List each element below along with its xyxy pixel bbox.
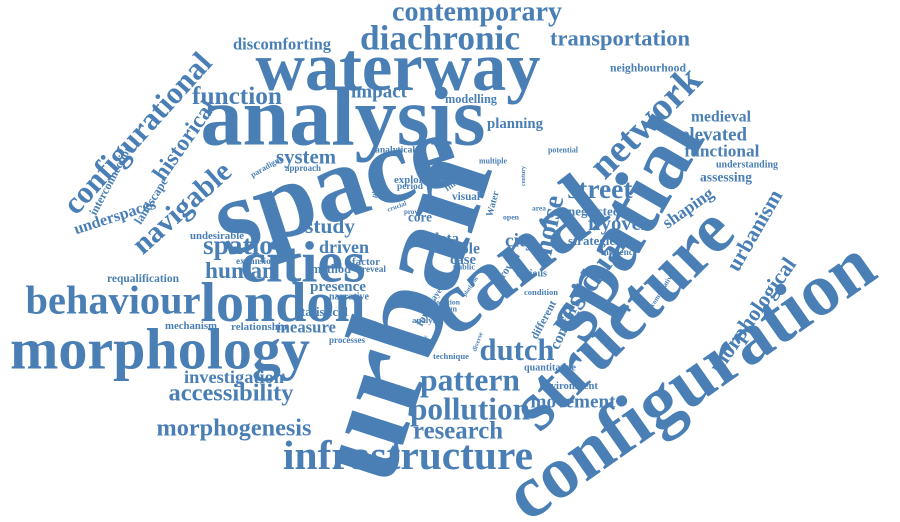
word-street: street [568, 174, 634, 204]
word-movement: movement [531, 392, 617, 413]
word-contemporary: contemporary [392, 0, 562, 28]
word-human: human [205, 258, 275, 284]
word-morphogenesis: morphogenesis [157, 415, 312, 442]
word-approach: approach [285, 163, 321, 173]
word-role: role [454, 241, 480, 258]
word-behaviour: behaviour [26, 278, 201, 323]
word-city: city [505, 231, 535, 252]
word-system: system [276, 146, 336, 169]
word-period: period [397, 182, 424, 192]
word-assessing: assessing [700, 170, 752, 185]
word-analysis: analysis [201, 71, 486, 164]
word-area: area [532, 204, 546, 213]
word-waterway: waterway [256, 29, 541, 105]
word-open: open [503, 213, 520, 222]
word-functional: functional [685, 142, 760, 161]
word-factor: factor [352, 256, 380, 268]
word-neglected: neglected [568, 204, 621, 219]
word-statistical: statistical [296, 305, 348, 319]
word-data: data [431, 231, 460, 247]
word-function: function [192, 82, 282, 110]
word-public: public [453, 263, 475, 272]
word-pollution: pollution [410, 392, 530, 427]
word-quantitative: quantitative [524, 363, 576, 374]
word-analytical: analytical [375, 145, 415, 156]
word-study: study [305, 214, 355, 238]
word-condition: condition [524, 287, 558, 297]
word-century: century [521, 166, 527, 186]
word-method: method [311, 262, 351, 276]
word-dutch: dutch [480, 333, 555, 367]
word-reveal: reveal [362, 265, 386, 275]
word-visual: visual [452, 191, 480, 203]
word-case: case [450, 252, 476, 268]
word-elevated: elevated [681, 125, 747, 146]
word-technique: technique [433, 351, 469, 361]
word-investigation: investigation [184, 367, 284, 387]
word-impact: impact [351, 82, 408, 103]
word-modelling: modelling [445, 92, 498, 106]
word-london: london [201, 272, 366, 334]
word-influence: influence [601, 248, 637, 258]
word-environment: environment [540, 380, 598, 392]
word-driven: driven [319, 237, 369, 257]
word-acoustic: acoustic [419, 334, 430, 355]
word-flyover: flyover [588, 213, 650, 235]
word-narrative: narrative [329, 292, 370, 303]
word-analyse: analyse [412, 315, 440, 325]
word-design: design [435, 305, 458, 314]
word-location: location [434, 298, 461, 307]
word-mechanism: mechanism [165, 320, 217, 332]
word-neighbourhood: neighbourhood [610, 62, 686, 75]
word-multiple: multiple [479, 157, 507, 166]
word-morphology: morphology [10, 317, 310, 382]
word-requalification: requalification [107, 273, 180, 285]
word-potential: potential [548, 146, 579, 155]
word-various: various [515, 269, 547, 280]
word-core: core [408, 210, 432, 225]
word-discomforting: discomforting [233, 35, 332, 54]
word-pattern: pattern [420, 363, 520, 398]
word-presence: presence [310, 279, 366, 295]
word-expansion: expansion [236, 257, 277, 267]
word-land: land [423, 201, 442, 211]
word-prov: prov [404, 208, 418, 216]
word-accessibility: accessibility [169, 380, 294, 407]
word-diachronic: diachronic [360, 19, 520, 58]
word-transportation: transportation [550, 26, 690, 51]
word-explore: explore [394, 174, 428, 186]
word-strategies: strategies [568, 234, 620, 248]
word-undesirable: undesirable [190, 230, 244, 242]
word-relationship: relationship [231, 321, 287, 333]
word-planning: planning [487, 116, 544, 132]
word-measure: measure [276, 318, 336, 337]
word-cities: cities [241, 232, 366, 295]
word-medieval: medieval [691, 109, 752, 126]
word-processes: processes [329, 335, 365, 345]
word-research: research [413, 418, 503, 445]
word-infrastructure: infrastructure [283, 432, 533, 478]
word-spatio: spatio [203, 230, 273, 260]
word-understanding: understanding [716, 160, 778, 171]
